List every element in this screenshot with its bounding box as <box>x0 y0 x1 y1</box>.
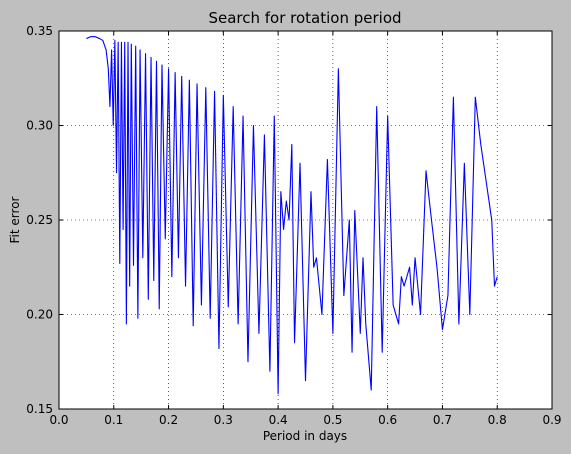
x-tick-label: 0.6 <box>378 413 397 427</box>
y-axis-label: Fit error <box>8 196 22 243</box>
y-tick-label: 0.15 <box>26 402 53 416</box>
x-tick-label: 0.9 <box>542 413 561 427</box>
x-tick-label: 0.3 <box>214 413 233 427</box>
x-tick-label: 0.2 <box>159 413 178 427</box>
axis-ticks: 0.0 0.1 0.2 0.3 0.4 0.5 0.6 0.7 0.8 0.9 0.15 0.20 0.… <box>26 24 561 427</box>
x-tick-label: 0.1 <box>104 413 123 427</box>
series-line <box>86 36 498 395</box>
x-axis-label: Period in days <box>263 429 347 443</box>
y-tick-label: 0.20 <box>26 308 53 322</box>
y-tick-label: 0.30 <box>26 119 53 133</box>
x-tick-label: 0.0 <box>49 413 68 427</box>
y-tick-label: 0.25 <box>26 213 53 227</box>
x-tick-label: 0.7 <box>433 413 452 427</box>
chart-title: Search for rotation period <box>208 9 401 27</box>
x-tick-label: 0.5 <box>323 413 342 427</box>
series-layer <box>86 36 498 395</box>
y-tick-label: 0.35 <box>26 24 53 38</box>
x-tick-label: 0.8 <box>488 413 507 427</box>
x-tick-label: 0.4 <box>269 413 288 427</box>
